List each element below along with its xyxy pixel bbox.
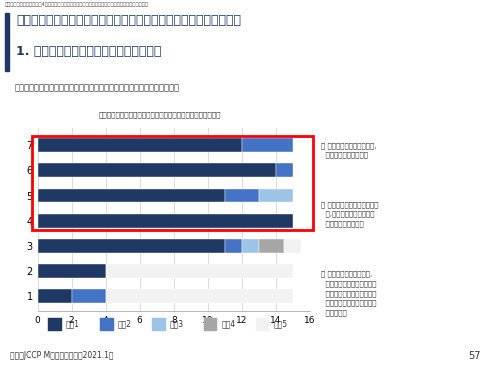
Bar bbox=[48, 318, 62, 331]
Bar bbox=[38, 289, 72, 303]
Bar bbox=[284, 239, 302, 253]
Bar bbox=[259, 239, 284, 253]
Bar bbox=[38, 214, 293, 228]
Bar bbox=[38, 164, 276, 177]
Bar bbox=[204, 318, 218, 331]
Text: ・ 想定外に破水したため,
  （急いで病院に行かなけれ
  ばならず）病院が近くにあ
  るということは重要だと思
  いました。: ・ 想定外に破水したため, （急いで病院に行かなけれ ばならず）病院が近くにあ … bbox=[321, 271, 376, 316]
Text: 系列4: 系列4 bbox=[222, 320, 235, 328]
Bar bbox=[100, 318, 114, 331]
Bar bbox=[38, 264, 106, 278]
Bar bbox=[276, 164, 293, 177]
Text: 出所：JCCP M株式会社作成（2021.1）: 出所：JCCP M株式会社作成（2021.1） bbox=[10, 351, 114, 360]
Text: 系列5: 系列5 bbox=[273, 320, 287, 328]
Bar bbox=[242, 138, 293, 152]
Text: 1. 病院の選択：重視する要素（キガリ）: 1. 病院の選択：重視する要素（キガリ） bbox=[16, 45, 162, 58]
Bar bbox=[106, 289, 293, 303]
Text: 系列2: 系列2 bbox=[118, 320, 132, 328]
Bar bbox=[256, 318, 269, 331]
Text: 医療設備，スタッフのスキルなど安全な出産に関わる項目の重要性が高い: 医療設備，スタッフのスキルなど安全な出産に関わる項目の重要性が高い bbox=[15, 84, 180, 93]
Text: 系列1: 系列1 bbox=[66, 320, 80, 328]
Bar bbox=[72, 289, 106, 303]
Text: ルワンダ基礎調査（ターゲット顧客の思考・行動と競合サービス）: ルワンダ基礎調査（ターゲット顧客の思考・行動と競合サービス） bbox=[16, 13, 241, 27]
Bar bbox=[242, 239, 259, 253]
Bar bbox=[152, 318, 166, 331]
Bar bbox=[32, 136, 312, 230]
Bar bbox=[38, 239, 225, 253]
Text: 57: 57 bbox=[468, 351, 480, 361]
Bar bbox=[38, 189, 225, 202]
Bar bbox=[225, 239, 242, 253]
Bar bbox=[5, 13, 9, 71]
Text: 図表５２　病院を選択する際に重視する要素は何か（キガリ）: 図表５２ 病院を選択する際に重視する要素は何か（キガリ） bbox=[99, 111, 221, 118]
Text: ・ 分娩室や病室の快適さは,
  精神的に影響します。: ・ 分娩室や病室の快適さは, 精神的に影響します。 bbox=[321, 142, 376, 158]
Text: 系列3: 系列3 bbox=[170, 320, 184, 328]
Bar bbox=[106, 264, 293, 278]
Bar bbox=[259, 189, 293, 202]
Bar bbox=[38, 138, 242, 152]
Bar bbox=[225, 189, 259, 202]
Text: ・ 私は保険に加入していたた
  め,価格は重要な要素では
  ありませんでした。: ・ 私は保険に加入していたた め,価格は重要な要素では ありませんでした。 bbox=[321, 201, 378, 227]
Text: ルワンダ／周辺諸国調査／4．市場・投資環境関連情報／業界情造・主要企業、競合（日本企業以外）: ルワンダ／周辺諸国調査／4．市場・投資環境関連情報／業界情造・主要企業、競合（日… bbox=[5, 2, 149, 7]
